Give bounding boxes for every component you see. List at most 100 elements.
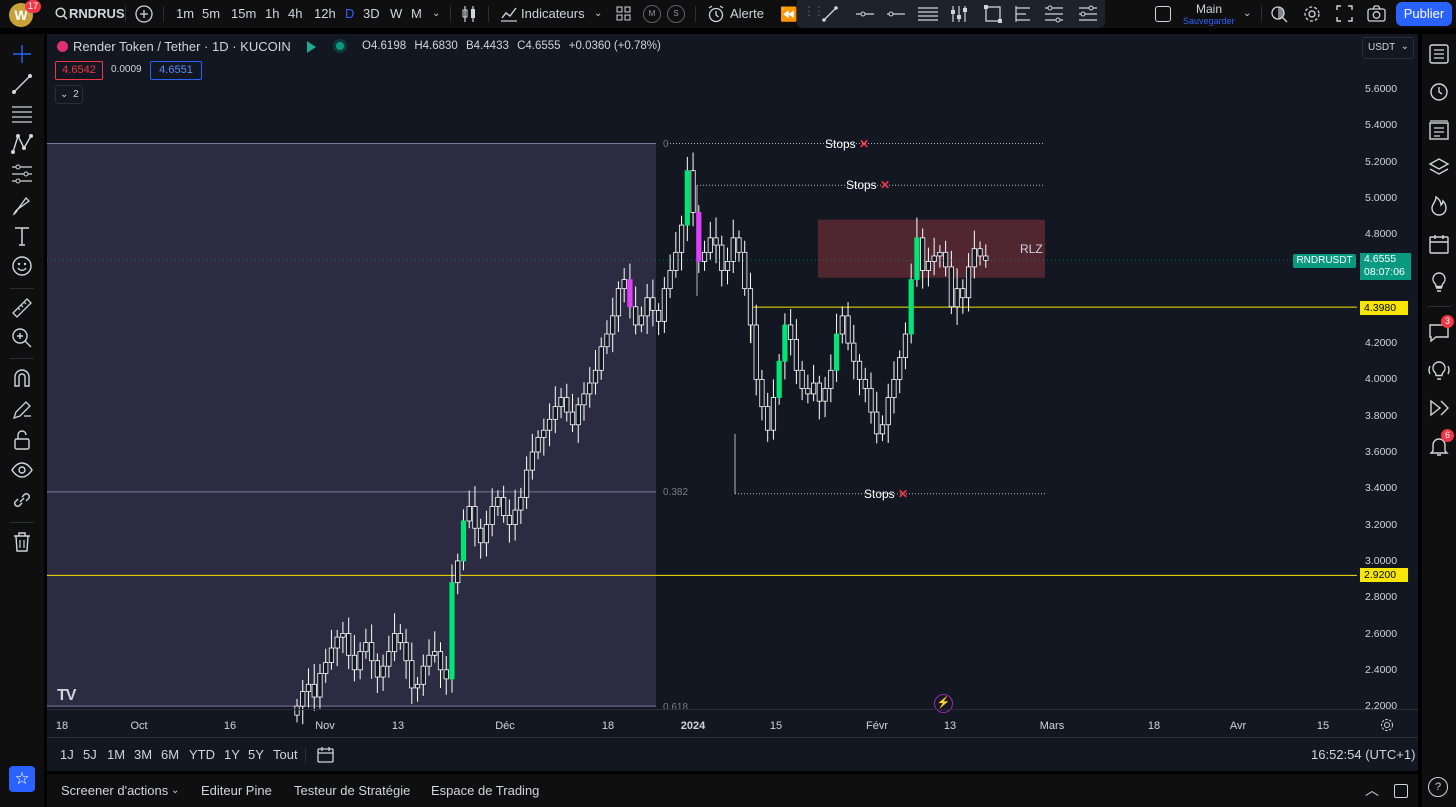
interval-1d[interactable]: D — [345, 6, 355, 21]
candle-body — [644, 297, 650, 317]
layouts-grid-icon[interactable] — [616, 6, 631, 21]
currency-select[interactable]: USDT ⌄ — [1362, 37, 1414, 59]
rectangle-tool-icon[interactable] — [983, 4, 1003, 24]
interval-1m[interactable]: 1m — [176, 6, 195, 21]
replay-icon[interactable]: ⏪ — [780, 6, 798, 22]
interval-1h[interactable]: 1h — [265, 6, 280, 21]
fib-tool-icon[interactable] — [10, 102, 34, 126]
chart-pane[interactable]: Render Token / Tether · 1D · KUCOIN O4.6… — [47, 34, 1418, 771]
add-symbol-icon[interactable] — [135, 5, 153, 23]
indicators-icon[interactable] — [500, 5, 518, 23]
collapse-panel-icon[interactable]: ︿ — [1365, 782, 1379, 798]
camera-icon[interactable] — [1367, 5, 1386, 22]
trash-icon[interactable] — [10, 530, 34, 554]
prediction-tool-icon[interactable] — [10, 162, 34, 186]
ruler-icon[interactable] — [10, 296, 34, 320]
trend-line-icon[interactable] — [821, 5, 839, 23]
time-axis[interactable] — [47, 709, 1418, 710]
calendar-icon[interactable] — [1427, 232, 1451, 256]
replay-play-icon[interactable] — [1427, 396, 1451, 420]
watchlist-icon[interactable] — [1427, 42, 1451, 66]
symbol-title[interactable]: Render Token / Tether · 1D · KUCOIN — [73, 39, 291, 54]
data-window-icon[interactable] — [1427, 118, 1451, 142]
go-to-date-icon[interactable] — [317, 746, 334, 763]
eye-icon[interactable] — [10, 458, 34, 482]
interval-dropdown-icon[interactable]: ⌄ — [432, 8, 441, 19]
indicators-button[interactable]: Indicateurs — [521, 6, 585, 21]
price-chart[interactable] — [47, 34, 1418, 771]
layout-checkbox[interactable] — [1155, 6, 1171, 22]
range-ytd[interactable]: YTD — [189, 747, 215, 762]
trend-line-tool-icon[interactable] — [10, 72, 34, 96]
tab-trading-panel[interactable]: Espace de Trading — [431, 783, 540, 798]
drag-handle-icon[interactable]: ⋮⋮ — [803, 4, 825, 18]
layout-dropdown-icon[interactable]: ⌄ — [1243, 8, 1252, 19]
pattern-tool-icon[interactable] — [10, 132, 34, 156]
interval-5m[interactable]: 5m — [202, 6, 221, 21]
range-5d[interactable]: 5J — [83, 747, 97, 762]
tab-strategy-tester[interactable]: Testeur de Stratégie — [294, 783, 411, 798]
layout-name[interactable]: Main — [1196, 2, 1223, 16]
lock-pencil-icon[interactable] — [10, 398, 34, 422]
replay-s-icon[interactable]: S — [667, 5, 685, 23]
link-icon[interactable] — [10, 488, 34, 512]
streams-icon[interactable] — [1427, 358, 1451, 382]
horizontal-ray-icon[interactable] — [855, 5, 875, 23]
interval-4h[interactable]: 4h — [288, 6, 303, 21]
text-icon[interactable] — [10, 224, 34, 248]
settings-gear-icon[interactable] — [1303, 5, 1321, 23]
range-1m[interactable]: 1M — [107, 747, 126, 762]
magnet-icon[interactable] — [10, 366, 34, 390]
alert-button[interactable]: Alerte — [730, 6, 764, 21]
clock[interactable]: 16:52:54 (UTC+1) — [1311, 747, 1416, 762]
interval-15m[interactable]: 15m — [231, 6, 257, 21]
parallel-channel-icon[interactable] — [917, 4, 939, 24]
sell-price-box[interactable]: 4.6542 — [55, 61, 103, 80]
search-icon[interactable] — [55, 7, 68, 20]
screener-dropdown-icon[interactable]: ⌄ — [171, 785, 180, 796]
interval-3d[interactable]: 3D — [363, 6, 380, 21]
zoom-in-icon[interactable] — [10, 326, 34, 350]
layers-icon[interactable] — [1427, 156, 1451, 180]
help-icon[interactable]: ? — [1428, 777, 1448, 797]
sliders-icon[interactable] — [949, 4, 969, 24]
indicators-dropdown-icon[interactable]: ⌄ — [594, 8, 603, 19]
alerts-clock-icon[interactable] — [1427, 80, 1451, 104]
lock-icon[interactable] — [10, 428, 34, 452]
measure-lines-icon[interactable] — [1077, 4, 1099, 24]
time-axis-settings-icon[interactable] — [1380, 718, 1394, 732]
replay-m-icon[interactable]: M — [643, 5, 661, 23]
ideas-bulb-icon[interactable] — [1427, 270, 1451, 294]
fib-retracement-icon[interactable] — [1013, 4, 1033, 24]
lightning-icon[interactable]: ⚡ — [934, 694, 953, 713]
fullscreen-icon[interactable] — [1336, 5, 1353, 22]
tab-pine-editor[interactable]: Editeur Pine — [201, 783, 272, 798]
interval-1mo[interactable]: M — [411, 6, 422, 21]
crosshair-icon[interactable] — [10, 42, 34, 66]
interval-1w[interactable]: W — [390, 6, 403, 21]
range-5y[interactable]: 5Y — [248, 747, 264, 762]
range-all[interactable]: Tout — [273, 747, 298, 762]
indicators-collapse-button[interactable]: ⌄ 2 — [55, 85, 83, 104]
brush-icon[interactable] — [10, 194, 34, 218]
candle-body — [673, 251, 679, 271]
candles-style-icon[interactable] — [461, 5, 477, 23]
maximize-panel-icon[interactable] — [1394, 784, 1408, 798]
emoji-icon[interactable] — [10, 254, 34, 278]
range-3m[interactable]: 3M — [134, 747, 153, 762]
hotlist-fire-icon[interactable] — [1427, 194, 1451, 218]
favorites-star-button[interactable]: ☆ — [9, 766, 35, 792]
publish-button[interactable]: Publier — [1396, 2, 1452, 26]
range-1y[interactable]: 1Y — [224, 747, 240, 762]
range-6m[interactable]: 6M — [161, 747, 180, 762]
symbol-search[interactable]: RNDRUS — [69, 6, 125, 21]
interval-12h[interactable]: 12h — [314, 6, 336, 21]
quick-search-icon[interactable] — [1270, 5, 1288, 23]
buy-price-box[interactable]: 4.6551 — [150, 61, 202, 80]
candle-body — [638, 315, 645, 326]
horizontal-line-icon[interactable] — [886, 5, 906, 23]
tab-stock-screener[interactable]: Screener d'actions — [61, 783, 169, 798]
alarm-clock-icon[interactable] — [707, 5, 725, 23]
position-tool-icon[interactable] — [1043, 4, 1065, 24]
range-1d[interactable]: 1J — [60, 747, 74, 762]
